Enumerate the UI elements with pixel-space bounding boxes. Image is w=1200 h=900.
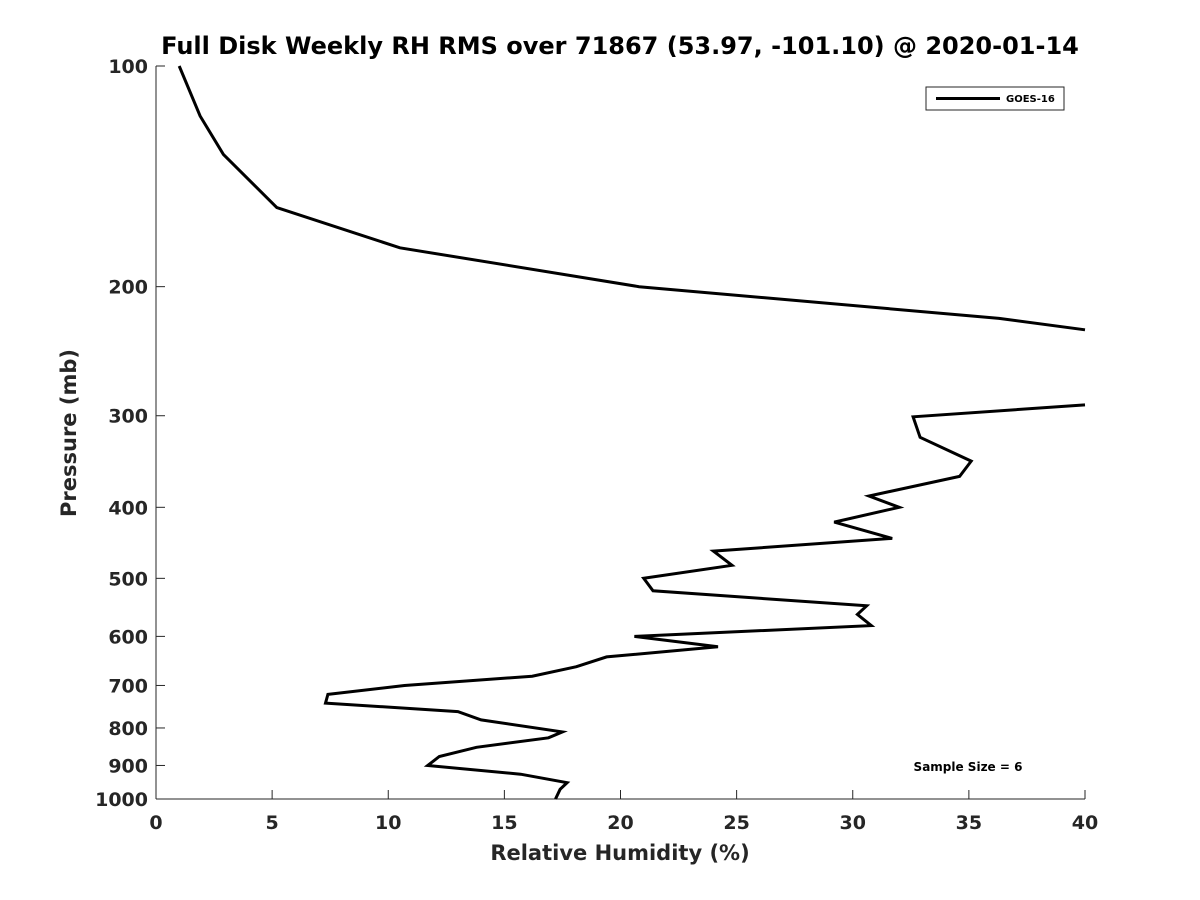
series-line-goes-16-segment-2 [323, 403, 1086, 800]
x-tick-label: 10 [375, 812, 401, 834]
x-tick-label: 35 [956, 812, 982, 834]
legend: GOES-16 [925, 86, 1065, 111]
y-tick-label: 600 [108, 626, 148, 648]
y-tick-label: 1000 [95, 789, 148, 811]
x-tick-label: 5 [266, 812, 279, 834]
y-tick-label: 200 [108, 277, 148, 299]
y-tick-label: 400 [108, 497, 148, 519]
x-axis-label: Relative Humidity (%) [490, 841, 749, 865]
x-tick-label: 40 [1072, 812, 1098, 834]
y-tick-label: 900 [108, 755, 148, 777]
y-axis-ticks: 100 200 300 400 500 600 700 800 900 1000 [95, 56, 165, 811]
series-line-goes-16-segment-1 [177, 65, 1086, 332]
x-tick-label: 20 [607, 812, 633, 834]
plot-area [156, 66, 1085, 799]
y-tick-label: 700 [108, 675, 148, 697]
sample-size-annotation: Sample Size = 6 [914, 760, 1023, 774]
legend-entry-goes-16: GOES-16 [1006, 94, 1055, 105]
x-tick-label: 30 [840, 812, 866, 834]
series-layer [177, 65, 1086, 800]
y-tick-label: 300 [108, 406, 148, 428]
x-tick-label: 15 [491, 812, 517, 834]
chart-title: Full Disk Weekly RH RMS over 71867 (53.9… [161, 32, 1079, 60]
y-axis-label: Pressure (mb) [57, 349, 81, 517]
x-tick-label: 25 [723, 812, 749, 834]
y-tick-label: 800 [108, 718, 148, 740]
y-tick-label: 500 [108, 568, 148, 590]
x-axis-ticks: 0 5 10 15 20 25 30 35 40 [149, 790, 1098, 834]
y-tick-label: 100 [108, 56, 148, 78]
x-tick-label: 0 [149, 812, 162, 834]
